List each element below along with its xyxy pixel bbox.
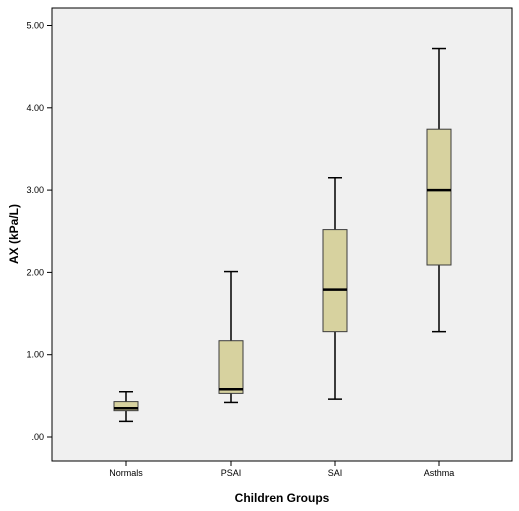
x-tick-label: SAI [328,468,343,478]
y-tick-label: 2.00 [26,267,44,277]
box-asthma [426,47,452,333]
y-tick-label: 1.00 [26,350,44,360]
box-sai [322,177,348,400]
x-axis-ticks: Normals PSAI SAI Asthma [109,461,454,478]
y-tick-label: .00 [31,432,44,442]
iqr-box [322,229,348,333]
box-series [113,47,452,423]
iqr-box [218,340,244,394]
y-tick-label: 3.00 [26,185,44,195]
iqr-box [113,401,139,412]
x-axis-title: Children Groups [235,491,330,505]
box-psai [218,270,244,404]
x-tick-label: PSAI [221,468,242,478]
y-tick-label: 4.00 [26,103,44,113]
y-tick-label: 5.00 [26,21,44,31]
y-axis-ticks: .00 1.00 2.00 3.00 4.00 5.00 [26,21,52,442]
x-tick-label: Normals [109,468,143,478]
iqr-box [426,128,452,266]
x-tick-label: Asthma [424,468,455,478]
y-axis-title: AX (kPa/L) [7,204,21,264]
box-normals [113,390,139,423]
